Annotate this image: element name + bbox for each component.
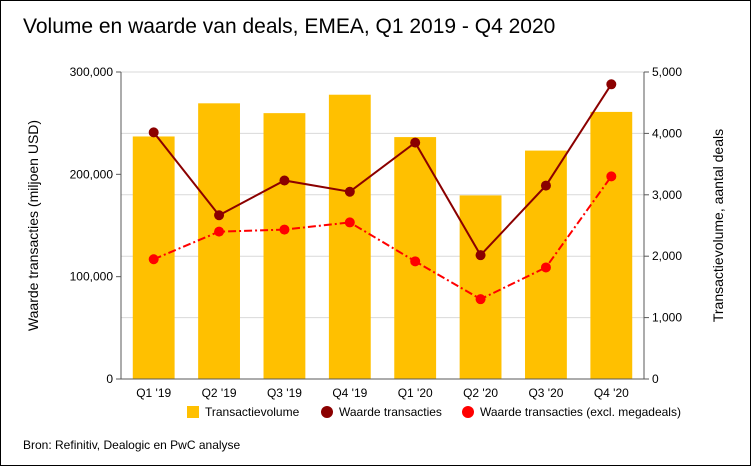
- y-tick-label-right: 4,000: [652, 126, 682, 140]
- legend-swatch: [321, 406, 333, 418]
- point-waarde-transacties: [540, 180, 551, 191]
- y-tick-label-left: 100,000: [70, 270, 114, 284]
- x-tick-label: Q1 '20: [398, 386, 433, 400]
- axis-labels: 0 100,000 200,000 300,000 0 1,000 2,000 3,000 4,…: [25, 65, 726, 400]
- axes: [116, 71, 649, 380]
- y-tick-label-left: 0: [106, 372, 113, 386]
- point-waarde-transacties: [606, 79, 617, 90]
- point-waarde-transacties: [279, 175, 290, 186]
- x-tick-label: Q2 '19: [202, 386, 237, 400]
- legend-swatch: [187, 406, 199, 418]
- point-waarde-transacties-excl-megadeals: [214, 226, 225, 237]
- bars: [132, 94, 633, 380]
- bar-transactievolume: [263, 113, 306, 379]
- point-waarde-transacties: [148, 127, 159, 138]
- x-tick-label: Q1 '19: [136, 386, 171, 400]
- chart-title: Volume en waarde van deals, EMEA, Q1 201…: [23, 15, 556, 38]
- y-tick-label-right: 5,000: [652, 65, 682, 79]
- y-axis-title-right: Transactievolume, aantal deals: [710, 129, 726, 322]
- point-waarde-transacties-excl-megadeals: [410, 256, 421, 267]
- x-tick-label: Q4 '20: [594, 386, 629, 400]
- bar-transactievolume: [590, 111, 633, 379]
- legend: Transactievolume Waarde transacties Waarde…: [187, 405, 681, 419]
- legend-label: Transactievolume: [205, 405, 300, 419]
- x-tick-label: Q3 '20: [528, 386, 563, 400]
- y-tick-label-left: 300,000: [70, 65, 114, 79]
- y-tick-label-right: 0: [652, 372, 659, 386]
- y-axis-title-left: Waarde transacties (miljoen USD): [25, 120, 41, 331]
- point-waarde-transacties-excl-megadeals: [540, 262, 551, 273]
- bar-transactievolume: [198, 103, 240, 380]
- y-tick-label-right: 2,000: [652, 249, 682, 263]
- point-waarde-transacties-excl-megadeals: [279, 224, 290, 235]
- bar-transactievolume: [459, 195, 502, 379]
- source-note: Bron: Refinitiv, Dealogic en PwC analyse: [23, 438, 241, 452]
- y-tick-label-right: 1,000: [652, 311, 682, 325]
- point-waarde-transacties: [410, 137, 421, 148]
- point-waarde-transacties: [475, 250, 486, 261]
- line-waarde-transacties: [152, 83, 613, 257]
- legend-label: Waarde transacties (excl. megadeals): [480, 405, 681, 419]
- point-waarde-transacties-excl-megadeals: [344, 217, 355, 228]
- y-tick-label-right: 3,000: [652, 188, 682, 202]
- point-waarde-transacties-excl-megadeals: [148, 254, 159, 265]
- point-waarde-transacties: [344, 186, 355, 197]
- line-waarde-transacties-excl-megadeals: [153, 175, 613, 301]
- legend-label: Waarde transacties: [339, 405, 442, 419]
- y-tick-label-left: 200,000: [70, 167, 114, 181]
- bar-transactievolume: [328, 94, 371, 379]
- legend-swatch: [462, 406, 474, 418]
- x-tick-label: Q3 '19: [267, 386, 302, 400]
- x-tick-label: Q2 '20: [463, 386, 498, 400]
- point-waarde-transacties-excl-megadeals: [606, 171, 617, 182]
- point-waarde-transacties: [214, 210, 225, 221]
- x-tick-label: Q4 '19: [332, 386, 367, 400]
- lines: [148, 79, 617, 305]
- point-waarde-transacties-excl-megadeals: [475, 294, 486, 305]
